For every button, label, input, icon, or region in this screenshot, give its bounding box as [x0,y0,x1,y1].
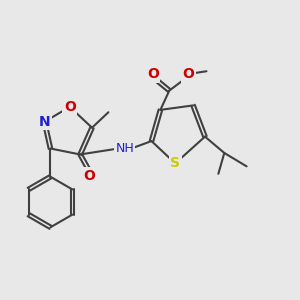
Text: N: N [39,115,50,129]
Text: S: S [170,156,180,170]
Text: O: O [183,67,195,81]
Text: O: O [147,67,159,81]
Text: O: O [64,100,76,114]
Text: O: O [83,169,95,183]
Text: NH: NH [116,142,134,155]
